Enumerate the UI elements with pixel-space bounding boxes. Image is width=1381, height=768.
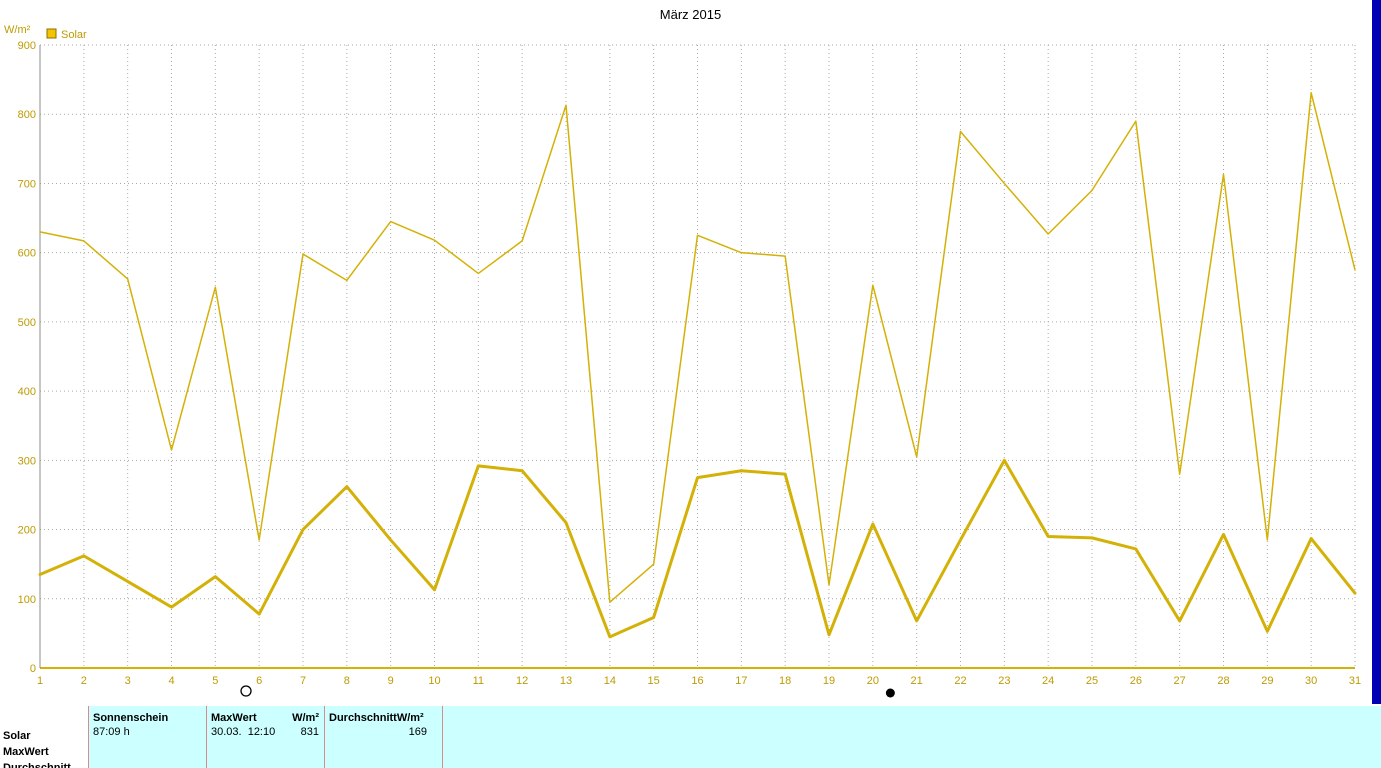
x-tick-label: 9 bbox=[388, 675, 394, 687]
summary-cell-maxwert: MaxWert W/m² 30.03. 12:10 831 bbox=[207, 706, 325, 768]
y-axis-unit-label: W/m² bbox=[4, 24, 31, 36]
summary-table: Solar MaxWert Durchschnitt Sonnenschein … bbox=[0, 706, 1381, 768]
maxwert-value: 831 bbox=[300, 726, 319, 738]
y-tick-label: 400 bbox=[18, 386, 36, 398]
y-tick-label: 500 bbox=[18, 317, 36, 329]
x-tick-label: 4 bbox=[168, 675, 174, 687]
maxwert-unit-header: W/m² bbox=[292, 712, 319, 724]
summary-row-labels: Solar MaxWert Durchschnitt bbox=[0, 706, 89, 768]
summary-cell-sonnenschein: Sonnenschein 87:09 h bbox=[89, 706, 207, 768]
x-tick-label: 16 bbox=[691, 675, 703, 687]
y-tick-label: 300 bbox=[18, 455, 36, 467]
x-tick-label: 30 bbox=[1305, 675, 1317, 687]
summary-cell-durchschnitt: DurchschnittW/m² 169 bbox=[325, 706, 443, 768]
y-tick-label: 200 bbox=[18, 525, 36, 537]
sonnenschein-value: 87:09 h bbox=[93, 726, 130, 738]
moon-phase-open-icon bbox=[240, 685, 252, 697]
series-line-0 bbox=[39, 92, 1356, 603]
x-tick-label: 1 bbox=[37, 675, 43, 687]
x-tick-label: 3 bbox=[125, 675, 131, 687]
x-tick-label: 13 bbox=[560, 675, 572, 687]
y-tick-label: 800 bbox=[18, 109, 36, 121]
y-tick-label: 600 bbox=[18, 248, 36, 260]
x-tick-label: 22 bbox=[954, 675, 966, 687]
sonnenschein-header: Sonnenschein bbox=[93, 712, 169, 724]
legend-swatch-icon bbox=[46, 28, 57, 39]
x-tick-label: 12 bbox=[516, 675, 528, 687]
x-tick-label: 25 bbox=[1086, 675, 1098, 687]
right-blue-bar bbox=[1372, 0, 1381, 704]
x-tick-label: 20 bbox=[867, 675, 879, 687]
page-title: März 2015 bbox=[659, 7, 722, 22]
x-tick-label: 31 bbox=[1349, 675, 1361, 687]
x-tick-label: 14 bbox=[604, 675, 616, 687]
y-tick-label: 0 bbox=[30, 663, 36, 675]
x-tick-label: 21 bbox=[911, 675, 923, 687]
x-tick-label: 24 bbox=[1042, 675, 1054, 687]
x-tick-label: 11 bbox=[473, 675, 484, 687]
legend-label: Solar bbox=[61, 29, 87, 41]
x-tick-label: 27 bbox=[1174, 675, 1186, 687]
x-tick-label: 5 bbox=[212, 675, 218, 687]
maxwert-datetime-value: 30.03. 12:10 bbox=[211, 726, 276, 738]
maxwert-header: MaxWert bbox=[211, 712, 257, 724]
x-tick-label: 17 bbox=[735, 675, 747, 687]
x-tick-label: 23 bbox=[998, 675, 1010, 687]
durchschnitt-value: 169 bbox=[408, 726, 427, 738]
x-tick-label: 2 bbox=[81, 675, 87, 687]
x-tick-label: 19 bbox=[823, 675, 835, 687]
x-tick-label: 15 bbox=[648, 675, 660, 687]
x-tick-label: 28 bbox=[1217, 675, 1229, 687]
x-tick-label: 6 bbox=[256, 675, 262, 687]
x-tick-label: 7 bbox=[300, 675, 306, 687]
x-tick-label: 10 bbox=[428, 675, 440, 687]
y-tick-label: 100 bbox=[18, 594, 36, 606]
y-tick-label: 900 bbox=[18, 40, 36, 52]
x-tick-label: 8 bbox=[344, 675, 350, 687]
x-tick-label: 26 bbox=[1130, 675, 1142, 687]
x-tick-label: 29 bbox=[1261, 675, 1273, 687]
x-tick-label: 18 bbox=[779, 675, 791, 687]
row-label-durchschnitt: Durchschnitt bbox=[3, 762, 71, 768]
moon-phase-full-icon bbox=[885, 688, 895, 698]
y-tick-label: 700 bbox=[18, 178, 36, 190]
row-label-solar: Solar bbox=[3, 730, 31, 742]
row-label-maxwert: MaxWert bbox=[3, 746, 49, 758]
durchschnitt-header: DurchschnittW/m² bbox=[329, 712, 424, 724]
series-line-1 bbox=[38, 458, 1357, 639]
